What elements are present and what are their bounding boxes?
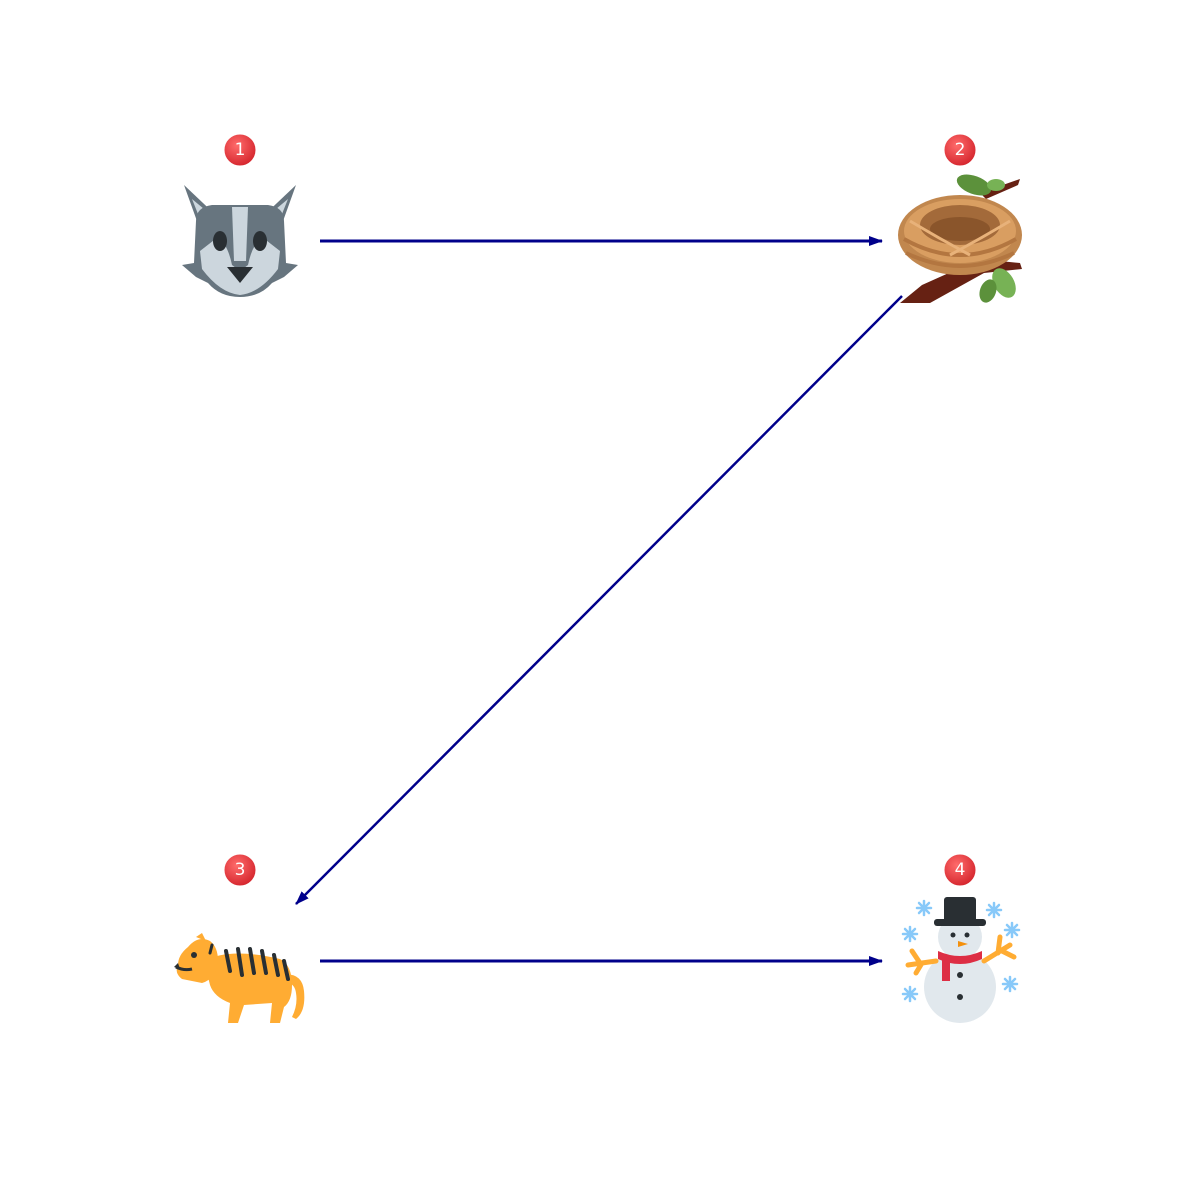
nest-with-branch-icon xyxy=(898,174,1022,303)
badge-2: 2 xyxy=(943,133,977,167)
snowman-with-snow-icon xyxy=(901,897,1021,1023)
arrow-2-to-3 xyxy=(295,295,903,905)
badge-4: 4 xyxy=(943,853,977,887)
badge-1: 1 xyxy=(223,133,257,167)
badge-number: 1 xyxy=(235,140,246,160)
badge-number: 4 xyxy=(955,860,966,880)
wolf-icon xyxy=(182,185,298,297)
node-4: 4 xyxy=(901,853,1021,1023)
node-2: 2 xyxy=(898,133,1022,303)
node-3: 3 xyxy=(174,853,305,1023)
badge-number: 2 xyxy=(955,140,966,160)
node-1: 1 xyxy=(182,133,298,297)
badge-number: 3 xyxy=(235,860,246,880)
badge-3: 3 xyxy=(223,853,257,887)
tiger-icon xyxy=(174,933,305,1023)
